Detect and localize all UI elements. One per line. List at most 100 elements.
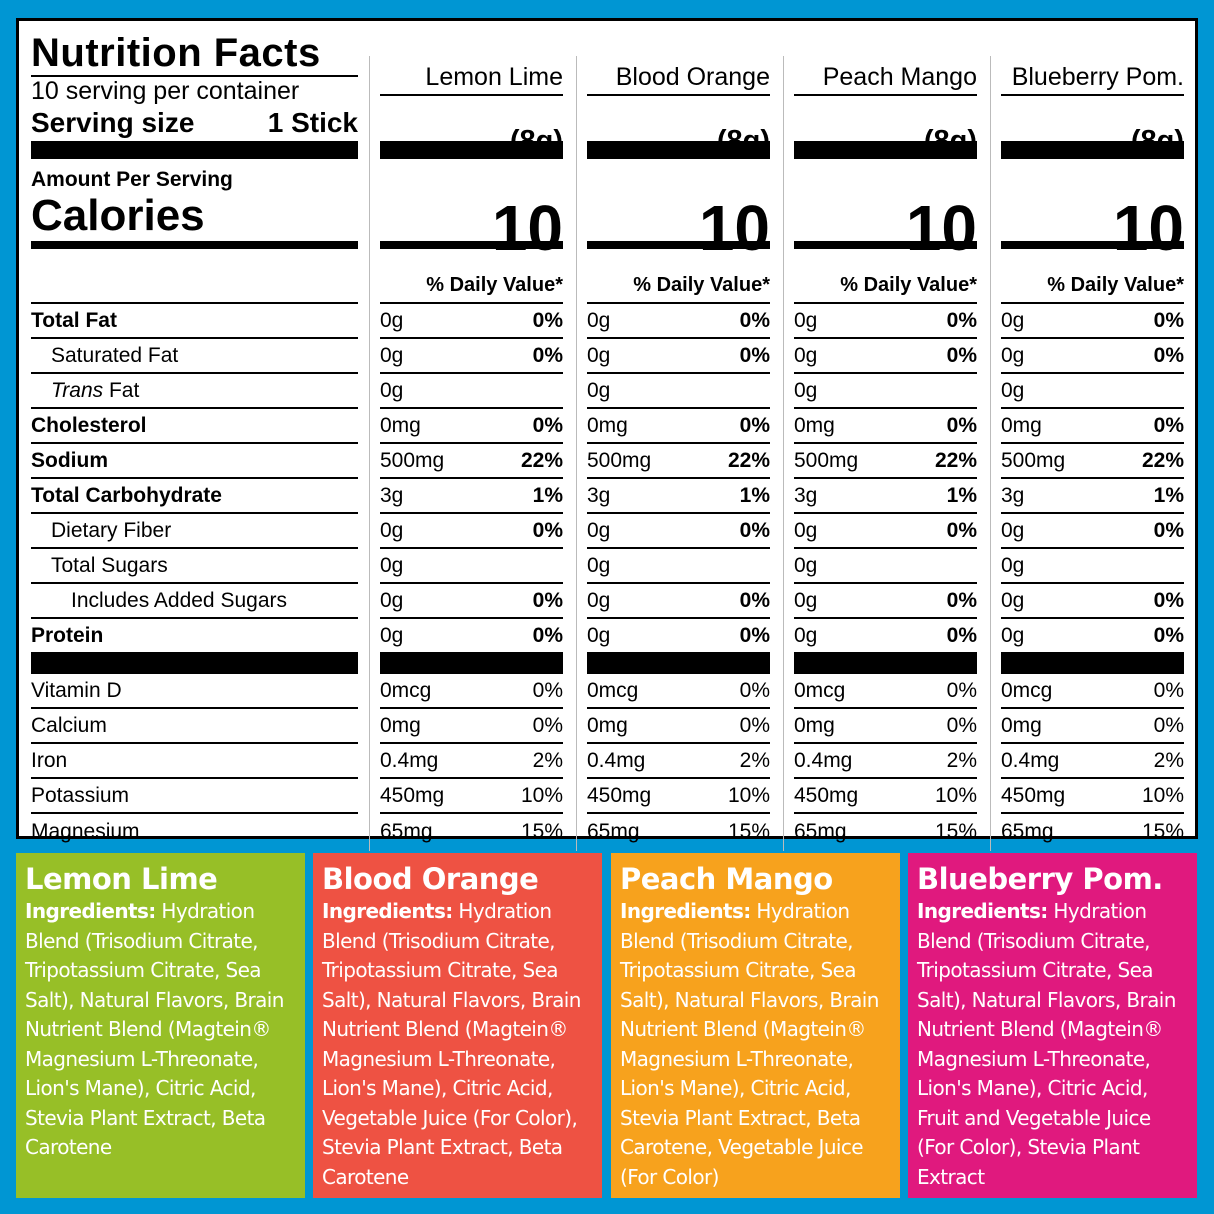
vitamin-row: 0mg 0% — [794, 709, 977, 744]
nutrient-amount: 3g — [380, 483, 404, 507]
nutrient-amount: 0g — [380, 553, 404, 577]
nutrient-row: 3g 1% — [380, 479, 563, 514]
vitamin-row: 65mg 15% — [794, 814, 977, 849]
flavor-name: Peach Mango — [794, 59, 977, 96]
nutrient-amount: 0mg — [794, 413, 835, 437]
nutrient-name: Cholesterol — [31, 414, 147, 438]
nutrient-name: Total Carbohydrate — [31, 484, 222, 508]
medium-divider — [380, 241, 563, 249]
nutrient-row-label: Total Carbohydrate — [31, 479, 358, 514]
nutrient-row: 0g 0% — [794, 339, 977, 374]
nutrient-amount: 500mg — [380, 448, 445, 472]
nutrient-row: 0g 0% — [380, 339, 563, 374]
vitamin-amount: 0mcg — [380, 678, 432, 702]
thick-divider — [587, 141, 770, 159]
nutrient-row: 0g 0% — [1001, 339, 1184, 374]
daily-value-header: % Daily Value* — [380, 274, 563, 304]
nutrient-amount: 0g — [380, 623, 404, 647]
nutrient-dv: 1% — [1153, 483, 1184, 507]
ingredients-flavor-title: Peach Mango — [620, 862, 833, 896]
vitamin-row-label: Calcium — [31, 709, 358, 744]
nutrient-row: 3g 1% — [794, 479, 977, 514]
vitamin-dv: 2% — [1153, 748, 1184, 772]
nutrient-row-label: Total Fat — [31, 304, 358, 339]
vitamin-amount: 450mg — [1001, 783, 1066, 807]
ingredients-flavor-title: Blueberry Pom. — [917, 862, 1163, 896]
vitamin-amount: 65mg — [1001, 819, 1054, 843]
vitamin-dv: 10% — [727, 783, 770, 807]
vitamin-row: 0mg 0% — [587, 709, 770, 744]
vitamin-name: Magnesium — [31, 819, 140, 843]
serving-size-label: Serving size — [31, 107, 195, 138]
amount-per-serving: Amount Per Serving — [31, 168, 233, 191]
nutrition-facts-label: Nutrition Facts 10 serving per container… — [16, 18, 1198, 851]
vitamin-amount: 0.4mg — [587, 748, 646, 772]
nutrient-amount: 0mg — [380, 413, 421, 437]
flavor-column: Peach Mango(8g)10% Daily Value*0g0%0g0%0… — [794, 21, 977, 851]
vitamin-dv: 0% — [1153, 678, 1184, 702]
nutrient-name: Protein — [31, 624, 103, 648]
nutrient-row: 0g — [380, 374, 563, 409]
nutrient-dv: 0% — [1153, 343, 1184, 367]
nutrient-amount: 0g — [1001, 518, 1025, 542]
nutrient-name-text: Total Carbohydrate — [31, 483, 222, 507]
nutrient-amount: 0g — [1001, 623, 1025, 647]
column-divider — [990, 56, 991, 851]
calories-value: 10 — [491, 192, 563, 264]
nutrient-row: 0mg 0% — [1001, 409, 1184, 444]
nutrient-dv: 0% — [532, 518, 563, 542]
servings-per-container: 10 serving per container — [31, 77, 300, 105]
nutrient-row: 3g 1% — [587, 479, 770, 514]
nutrient-row: 0g 0% — [794, 619, 977, 654]
serving-size-value: 1 Stick — [267, 107, 358, 138]
vitamin-amount: 0.4mg — [794, 748, 853, 772]
nutrient-row: 0g 0% — [380, 514, 563, 549]
vitamin-amount: 0mg — [794, 713, 835, 737]
nutrient-name-text: Total Sugars — [51, 553, 168, 577]
label-title: Nutrition Facts — [31, 33, 358, 77]
nutrient-row: 0g 0% — [380, 304, 563, 339]
nutrient-dv: 0% — [946, 588, 977, 612]
nutrient-dv: 1% — [946, 483, 977, 507]
vitamin-row: 0mcg 0% — [794, 674, 977, 709]
nutrient-dv: 0% — [946, 308, 977, 332]
thick-divider — [587, 654, 770, 674]
column-divider — [576, 56, 577, 851]
nutrient-amount: 0g — [1001, 378, 1025, 402]
nutrient-row: 0g 0% — [587, 304, 770, 339]
nutrient-row: 0g — [1001, 549, 1184, 584]
nutrient-amount: 0g — [587, 378, 611, 402]
flavor-column: Blood Orange(8g)10% Daily Value*0g0%0g0%… — [587, 21, 770, 851]
nutrient-name: Trans Fat — [51, 379, 139, 403]
vitamin-dv: 0% — [1153, 713, 1184, 737]
nutrient-dv: 0% — [1153, 518, 1184, 542]
vitamin-row: 0mcg 0% — [1001, 674, 1184, 709]
nutrient-row-label: Saturated Fat — [31, 339, 358, 374]
medium-divider — [1001, 241, 1184, 249]
nutrient-amount: 0g — [794, 518, 818, 542]
nutrient-amount: 0g — [587, 588, 611, 612]
nutrient-name: Sodium — [31, 449, 108, 473]
nutrient-row: 0g — [1001, 374, 1184, 409]
nutrient-dv: 0% — [739, 518, 770, 542]
vitamin-row: 450mg 10% — [587, 779, 770, 814]
nutrient-amount: 0g — [587, 343, 611, 367]
nutrient-dv: 0% — [946, 413, 977, 437]
nutrient-amount: 0g — [587, 553, 611, 577]
nutrient-name: Dietary Fiber — [51, 519, 171, 543]
flavor-name: Blueberry Pom. — [1001, 59, 1184, 96]
ingredients-text: Ingredients: Hydration Blend (Trisodium … — [25, 897, 296, 1163]
thick-divider — [1001, 654, 1184, 674]
nutrient-row: 0g — [794, 549, 977, 584]
vitamin-dv: 2% — [739, 748, 770, 772]
nutrient-amount: 0g — [380, 378, 404, 402]
vitamin-dv: 15% — [934, 819, 977, 843]
nutrient-dv: 0% — [946, 623, 977, 647]
vitamin-dv: 15% — [727, 819, 770, 843]
dv-spacer — [31, 274, 358, 304]
nutrient-amount: 0g — [794, 378, 818, 402]
vitamin-row: 65mg 15% — [587, 814, 770, 849]
vitamin-row: 65mg 15% — [1001, 814, 1184, 849]
ingredients-text: Ingredients: Hydration Blend (Trisodium … — [917, 897, 1188, 1192]
vitamin-name: Potassium — [31, 783, 130, 807]
